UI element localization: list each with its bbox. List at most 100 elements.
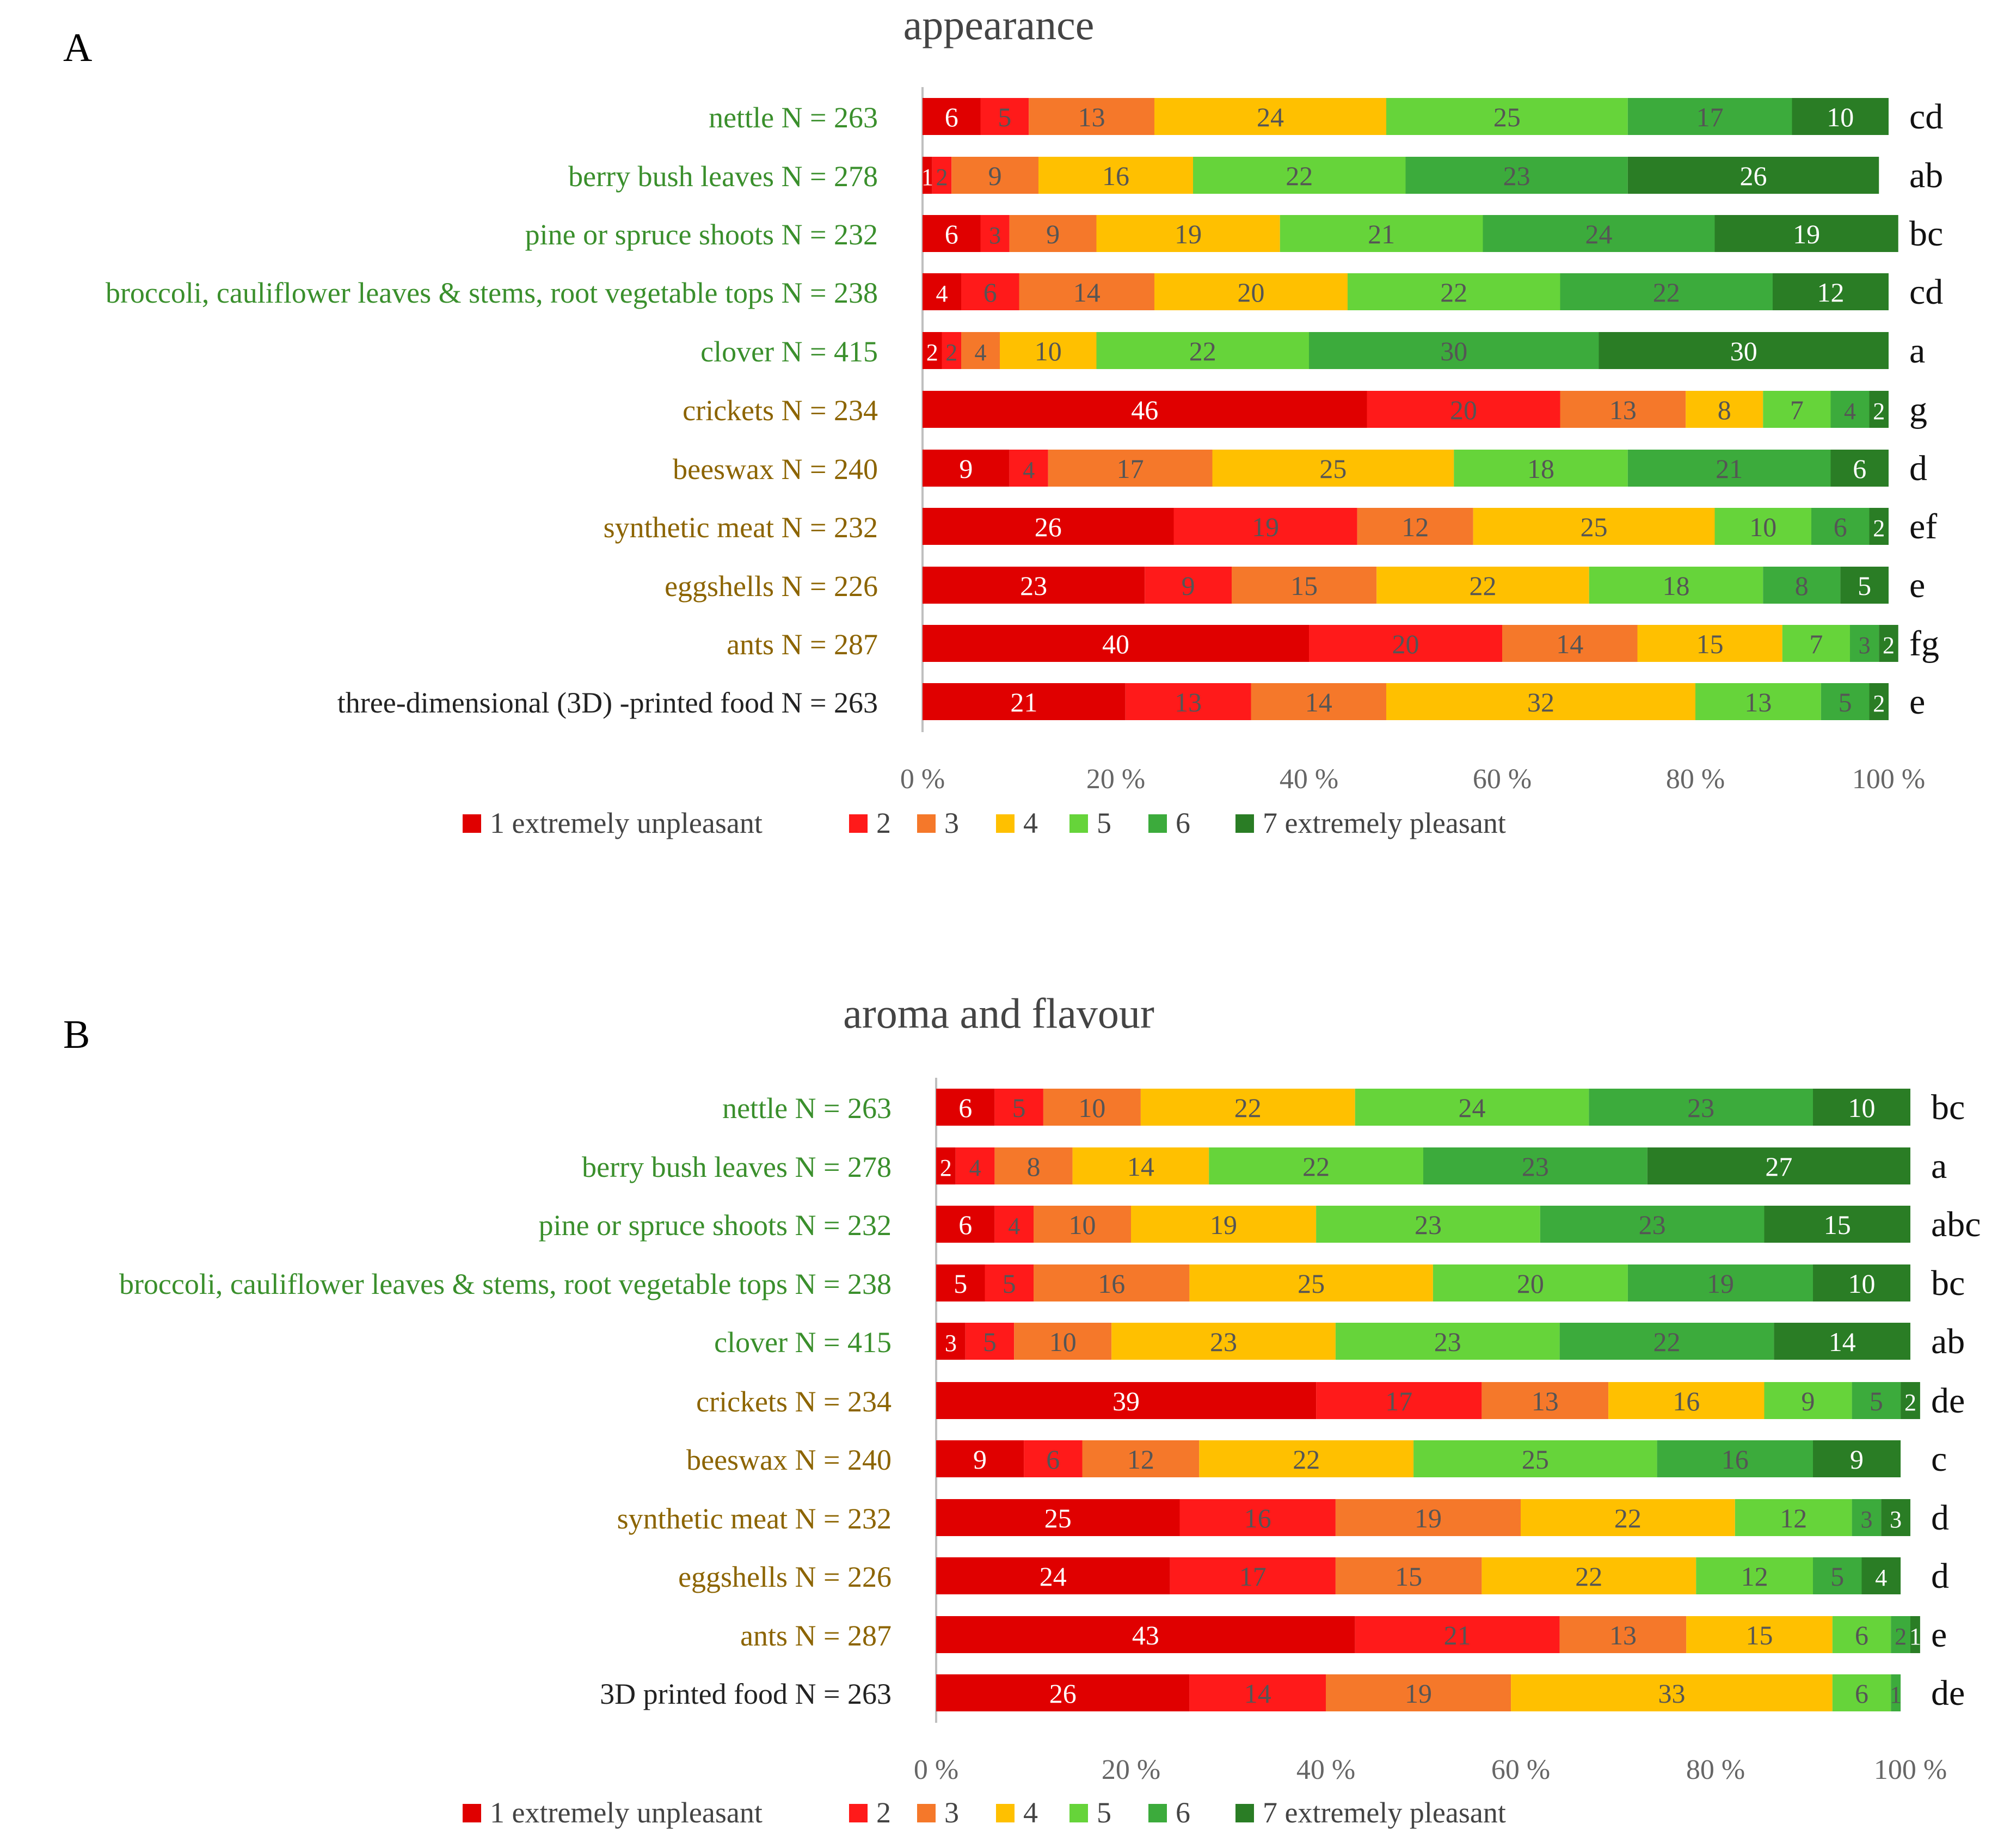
bar-segment [936,1206,995,1243]
bar-segment [923,332,942,369]
category-label: berry bush leaves N = 278 [568,160,878,193]
data-label: 5 [1870,1386,1883,1416]
data-label: 10 [1035,336,1062,366]
bar-segment [923,273,961,310]
data-label: 23 [1434,1327,1461,1357]
x-tick-label: 20 % [1086,764,1145,795]
category-label: nettle N = 263 [709,101,878,134]
bar-segment [923,625,1309,662]
bar-segment [1763,567,1841,604]
bar-segment [1034,1206,1131,1243]
bar-segment [1559,1323,1774,1360]
legend-label: 1 extremely unpleasant [490,807,763,839]
legend-swatch [463,814,481,833]
significance-letters: cd [1909,97,1943,137]
data-label: 21 [1010,687,1037,717]
data-label: 8 [1718,395,1731,425]
significance-letters: d [1931,1498,1949,1538]
bar-segment [936,1264,985,1301]
data-label: 19 [1415,1503,1442,1533]
bar-segment [1813,1264,1910,1301]
data-label: 1 [921,164,933,191]
data-label: 3 [1890,1506,1902,1533]
data-label: 16 [1102,161,1129,191]
data-label: 2 [1873,515,1885,542]
data-label: 21 [1716,453,1743,484]
bar-segment [1473,508,1715,545]
bar-segment [1072,1147,1209,1184]
data-label: 24 [1585,219,1613,249]
bar-segment [1511,1674,1833,1711]
data-label: 25 [1522,1444,1549,1475]
bar-segment [936,1616,1355,1653]
data-label: 20 [1392,629,1419,659]
bar-segment [942,332,961,369]
data-label: 24 [1040,1561,1067,1592]
bar-segment [1154,98,1386,135]
data-label: 19 [1707,1268,1734,1299]
bar-segment [1082,1440,1200,1477]
legend-label: 4 [1023,807,1038,839]
significance-letters: bc [1931,1263,1965,1303]
data-label: 13 [1609,395,1637,425]
bar-segment [936,1499,1180,1536]
bar-segment [1821,683,1870,720]
data-label: 6 [1834,512,1847,542]
data-label: 19 [1793,219,1820,249]
data-label: 5 [1839,687,1852,717]
legend-label: 7 extremely pleasant [1263,807,1506,839]
bar-segment [980,98,1029,135]
bar-segment [1481,1382,1609,1419]
legend-swatch [463,1804,481,1822]
bar-segment [1145,567,1232,604]
data-label: 10 [1848,1268,1876,1299]
legend-swatch [1235,814,1254,833]
bar-segment [1502,625,1638,662]
bar-segment [1764,1206,1910,1243]
significance-letters: d [1931,1556,1949,1596]
bar-segment [1454,450,1628,487]
data-label: 17 [1117,453,1144,484]
bar-segment [923,98,981,135]
data-label: 25 [1493,102,1521,132]
bar-segment [1627,450,1831,487]
data-label: 26 [1740,161,1767,191]
data-label: 12 [1780,1503,1807,1533]
significance-letters: cd [1909,272,1943,312]
significance-letters: ef [1909,507,1937,547]
significance-letters: a [1909,331,1925,371]
bar-segment [1869,683,1889,720]
data-label: 26 [1035,512,1062,542]
data-label: 43 [1132,1620,1159,1650]
bar-segment [951,157,1038,194]
data-label: 25 [1044,1503,1072,1533]
data-label: 1 [1909,1623,1921,1650]
data-label: 19 [1252,512,1279,542]
bar-segment [1170,1557,1336,1594]
legend-swatch [849,1804,868,1822]
data-label: 22 [1440,277,1467,308]
legend-label: 3 [944,807,959,839]
bar-segment [1774,1323,1910,1360]
bar-segment [1355,1616,1560,1653]
category-label: nettle N = 263 [722,1092,892,1125]
data-label: 13 [1744,687,1772,717]
data-label: 9 [973,1444,987,1475]
bar-segment [1869,508,1889,545]
x-tick-label: 20 % [1102,1754,1160,1785]
bar-segment [1599,332,1889,369]
bar-segment [1891,1674,1901,1711]
bar-segment [1521,1499,1735,1536]
data-label: 17 [1696,102,1724,132]
panel-label: A [63,26,92,70]
data-label: 27 [1765,1151,1792,1182]
bar-segment [1910,1616,1920,1653]
x-tick-label: 80 % [1666,764,1725,795]
bar-segment [1251,683,1386,720]
bar-segment [1850,625,1879,662]
bar-segment [1901,1382,1920,1419]
x-tick-label: 100 % [1874,1754,1947,1785]
data-label: 15 [1746,1620,1773,1650]
data-label: 2 [936,164,948,191]
data-label: 25 [1298,1268,1325,1299]
